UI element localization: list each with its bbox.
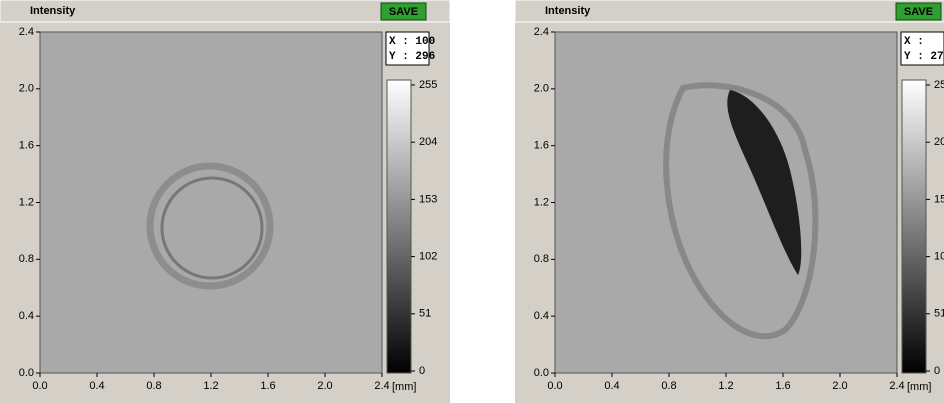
colorbar-label: 0 [934,365,940,377]
x-tick-label: 0.8 [146,380,161,392]
x-tick-label: 0.0 [32,380,47,392]
y-tick-label: 1.2 [534,196,549,208]
axis-unit: [mm] [392,381,416,393]
y-tick-label: 1.2 [19,196,34,208]
image-panel: Intensity SAVE 2.4 2.0 1.6 1.2 0.8 0.4 0.00.0 0.4… [0,0,450,403]
image-area [39,31,383,374]
colorbar-label: 153 [419,193,437,205]
x-tick-label: 0.4 [604,380,619,392]
x-tick-label: 2.0 [317,380,332,392]
x-tick-label: 2.0 [832,380,847,392]
colorbar-label: 153 [934,193,944,205]
y-tick-label: 0.8 [534,253,549,265]
save-button[interactable] [380,2,427,21]
colorbar-label: 51 [934,308,944,320]
ring-outer [146,162,274,290]
colorbar-label: 51 [419,308,431,320]
x-tick-label: 0.0 [547,380,562,392]
dark-region [727,90,802,275]
y-tick-label: 0.4 [534,310,549,322]
axis-unit: [mm] [907,381,931,393]
x-tick-label: 0.8 [661,380,676,392]
cursor-x: X : 1 [904,36,944,48]
colorbar-label: 0 [419,365,425,377]
y-tick-label: 0.4 [19,310,34,322]
x-tick-label: 0.4 [89,380,104,392]
y-tick-label: 0.0 [19,367,34,379]
title-bar [0,0,450,23]
y-tick-label: 0.0 [534,367,549,379]
colorbar [386,79,412,374]
y-tick-label: 2.0 [534,83,549,95]
save-label[interactable]: SAVE [389,6,418,18]
panel-title: Intensity [30,5,76,17]
colorbar-label: 102 [419,251,437,263]
colorbar-label: 102 [934,251,944,263]
colorbar-label: 204 [419,136,437,148]
x-tick-label: 2.4 [889,380,904,392]
panel-title: Intensity [545,5,591,17]
cursor-x: X : 100 [389,36,435,48]
y-tick-label: 0.8 [19,253,34,265]
tissue-outline [663,82,819,340]
colorbar-label: 204 [934,136,944,148]
save-button[interactable] [895,2,942,21]
x-tick-label: 2.4 [374,380,389,392]
cursor-y: Y : 296 [389,51,435,63]
x-tick-label: 1.2 [203,380,218,392]
ring-inner [160,176,264,280]
colorbar-label: 255 [419,79,437,91]
save-label[interactable]: SAVE [904,6,933,18]
colorbar [901,79,927,374]
image-panel: Intensity SAVE 2.4 2.0 1.6 1.2 0.8 0.4 0.00.0 0.4… [515,0,944,403]
y-tick-label: 2.4 [534,26,549,38]
y-tick-label: 2.4 [19,26,34,38]
x-tick-label: 1.6 [260,380,275,392]
cursor-box [900,31,944,66]
y-tick-label: 1.6 [534,140,549,152]
cursor-y: Y : 277 [904,51,944,63]
colorbar-label: 255 [934,79,944,91]
x-tick-label: 1.2 [718,380,733,392]
y-tick-label: 2.0 [19,83,34,95]
y-tick-label: 1.6 [19,140,34,152]
cursor-box [385,31,430,66]
title-bar [515,0,944,23]
x-tick-label: 1.6 [775,380,790,392]
